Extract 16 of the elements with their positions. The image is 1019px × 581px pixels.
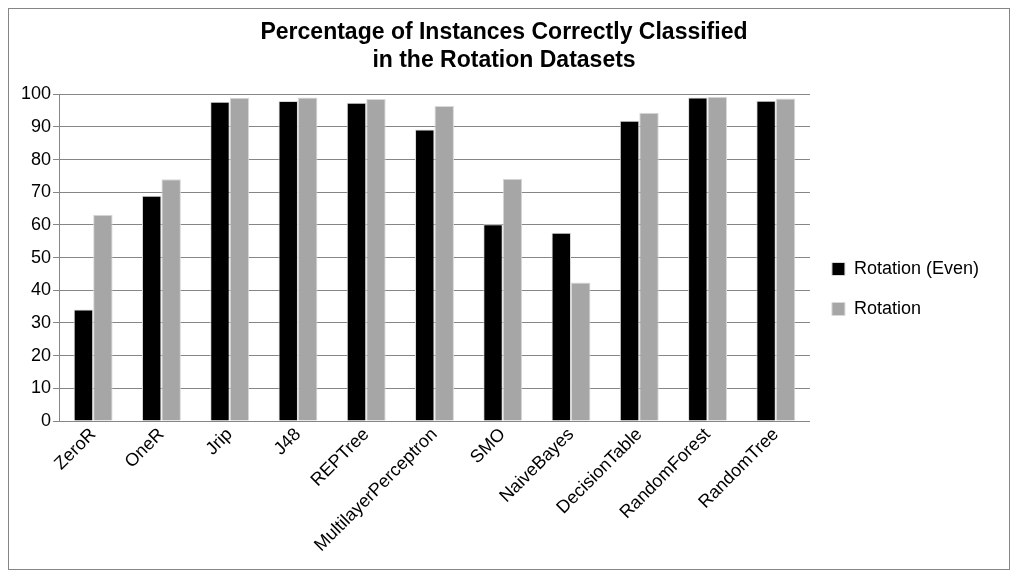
y-tick-label: 10 [31,377,52,398]
y-tick-label: 30 [31,311,52,332]
legend-label: Rotation [853,297,921,318]
y-tick-label: 40 [31,279,52,300]
legend-label: Rotation (Even) [853,257,979,278]
y-tick-label: 90 [31,115,52,136]
x-tick-label: Jrip [201,423,237,459]
chart-title: Percentage of Instances Correctly Classified in the Rotation Datasets [260,18,748,72]
y-tick-label: 80 [31,148,52,169]
x-tick-label: J48 [269,423,305,459]
y-tick-label: 100 [20,83,52,104]
y-tick-label: 60 [31,213,52,234]
y-tick-label: 70 [31,181,52,202]
y-tick-label: 20 [31,344,52,365]
y-tick-label: 0 [41,409,52,430]
y-tick-label: 50 [31,246,52,267]
